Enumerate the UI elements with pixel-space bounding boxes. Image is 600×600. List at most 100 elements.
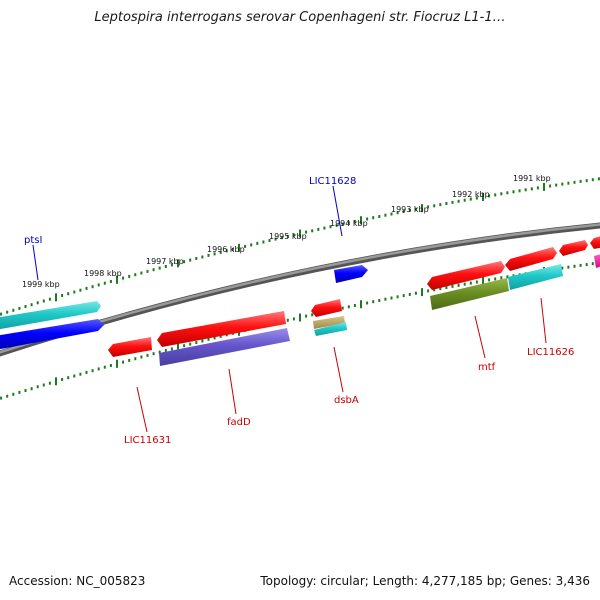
gene-label-LIC11626[interactable]: LIC11626	[527, 347, 574, 358]
minor-tick	[134, 273, 137, 277]
gene-feature[interactable]	[313, 316, 345, 329]
minor-tick	[61, 378, 64, 381]
gene-feature[interactable]	[334, 265, 368, 283]
label-leaders	[32, 185, 547, 433]
gene-label-LIC11628[interactable]: LIC11628	[309, 176, 356, 187]
gene-feature[interactable]	[430, 278, 509, 310]
minor-tick	[366, 217, 369, 221]
minor-tick	[164, 349, 167, 352]
minor-tick	[500, 192, 503, 196]
major-tick	[543, 182, 545, 191]
minor-tick	[353, 304, 356, 307]
major-tick	[116, 359, 118, 368]
gene-label-ptsI[interactable]: ptsI	[24, 235, 42, 246]
minor-tick	[12, 308, 15, 312]
kbp-labels: 1999 kbp 1998 kbp 1997 kbp 1996 kbp 1995…	[22, 174, 551, 289]
minor-tick	[573, 264, 576, 268]
gene-label-LIC11631[interactable]: LIC11631	[124, 435, 171, 446]
minor-tick	[427, 205, 430, 209]
minor-tick	[305, 314, 308, 318]
minor-tick	[335, 223, 338, 227]
gene-label-mtf[interactable]: mtf	[478, 362, 496, 373]
gene-label-fadD[interactable]: fadD	[227, 417, 251, 428]
gene-feature[interactable]	[157, 311, 286, 347]
minor-tick	[12, 392, 15, 396]
minor-tick	[128, 274, 131, 278]
minor-tick	[164, 265, 167, 268]
gene-feature[interactable]	[590, 235, 600, 249]
minor-tick	[0, 396, 3, 400]
minor-tick	[79, 372, 82, 376]
major-tick	[482, 277, 484, 285]
gene-feature[interactable]	[0, 319, 104, 350]
minor-tick	[36, 301, 39, 305]
minor-tick	[500, 276, 503, 280]
gene-labels: ptsI LIC11628 LIC11631 fadD dsbA mtf LIC…	[24, 176, 574, 446]
gene-feature[interactable]	[505, 247, 557, 271]
gene-feature[interactable]	[311, 299, 342, 317]
minor-tick	[451, 200, 454, 204]
minor-tick	[146, 269, 149, 273]
minor-tick	[518, 189, 521, 193]
gene-feature[interactable]	[508, 264, 563, 290]
minor-tick	[414, 207, 417, 211]
minor-tick	[134, 357, 137, 361]
minor-tick	[85, 370, 88, 374]
kbp-label: 1993 kbp	[391, 205, 429, 214]
gene-feature[interactable]	[0, 301, 101, 330]
minor-tick	[67, 376, 70, 380]
minor-tick	[561, 182, 564, 186]
minor-tick	[347, 221, 350, 225]
minor-tick	[311, 313, 314, 317]
kbp-label: 1992 kbp	[452, 190, 490, 199]
gene-feature[interactable]	[314, 322, 347, 336]
minor-tick	[439, 203, 442, 207]
gene-feature[interactable]	[594, 253, 600, 268]
minor-tick	[189, 342, 192, 346]
minor-tick	[488, 278, 491, 282]
minor-tick	[30, 303, 33, 307]
minor-tick	[158, 266, 161, 270]
minor-tick	[305, 230, 308, 234]
minor-tick	[152, 352, 155, 356]
minor-tick	[109, 364, 112, 367]
accession-text: Accession: NC_005823	[9, 574, 146, 588]
gene-feature[interactable]	[427, 261, 505, 290]
minor-tick	[30, 387, 33, 391]
minor-tick	[79, 288, 82, 292]
minor-tick	[225, 249, 228, 253]
minor-tick	[274, 237, 277, 241]
minor-tick	[555, 183, 558, 187]
major-tick	[238, 243, 240, 252]
minor-tick	[573, 180, 576, 184]
major-tick	[55, 293, 57, 302]
minor-tick	[213, 252, 216, 256]
minor-tick	[61, 294, 64, 297]
minor-tick	[128, 358, 131, 362]
major-tick	[116, 275, 118, 284]
kbp-label: 1996 kbp	[207, 245, 245, 254]
minor-tick	[67, 292, 70, 296]
gene-feature[interactable]	[559, 240, 588, 256]
minor-tick	[536, 186, 539, 190]
minor-tick	[378, 299, 381, 302]
minor-tick	[475, 280, 478, 284]
minor-tick	[170, 263, 173, 267]
minor-tick	[256, 241, 259, 245]
minor-tick	[97, 367, 100, 371]
minor-tick	[262, 240, 265, 244]
minor-tick	[122, 360, 125, 364]
gene-feature[interactable]	[159, 328, 290, 366]
gene-label-dsbA[interactable]: dsbA	[334, 395, 359, 406]
minor-tick	[42, 383, 45, 387]
minor-tick	[91, 285, 94, 289]
major-tick	[55, 377, 57, 386]
minor-tick	[91, 369, 94, 373]
minor-tick	[408, 208, 411, 212]
gene-feature[interactable]	[108, 337, 152, 357]
minor-tick	[341, 222, 344, 226]
minor-tick	[378, 215, 381, 218]
minor-tick	[445, 202, 448, 205]
minor-tick	[579, 263, 582, 267]
minor-tick	[347, 305, 350, 309]
